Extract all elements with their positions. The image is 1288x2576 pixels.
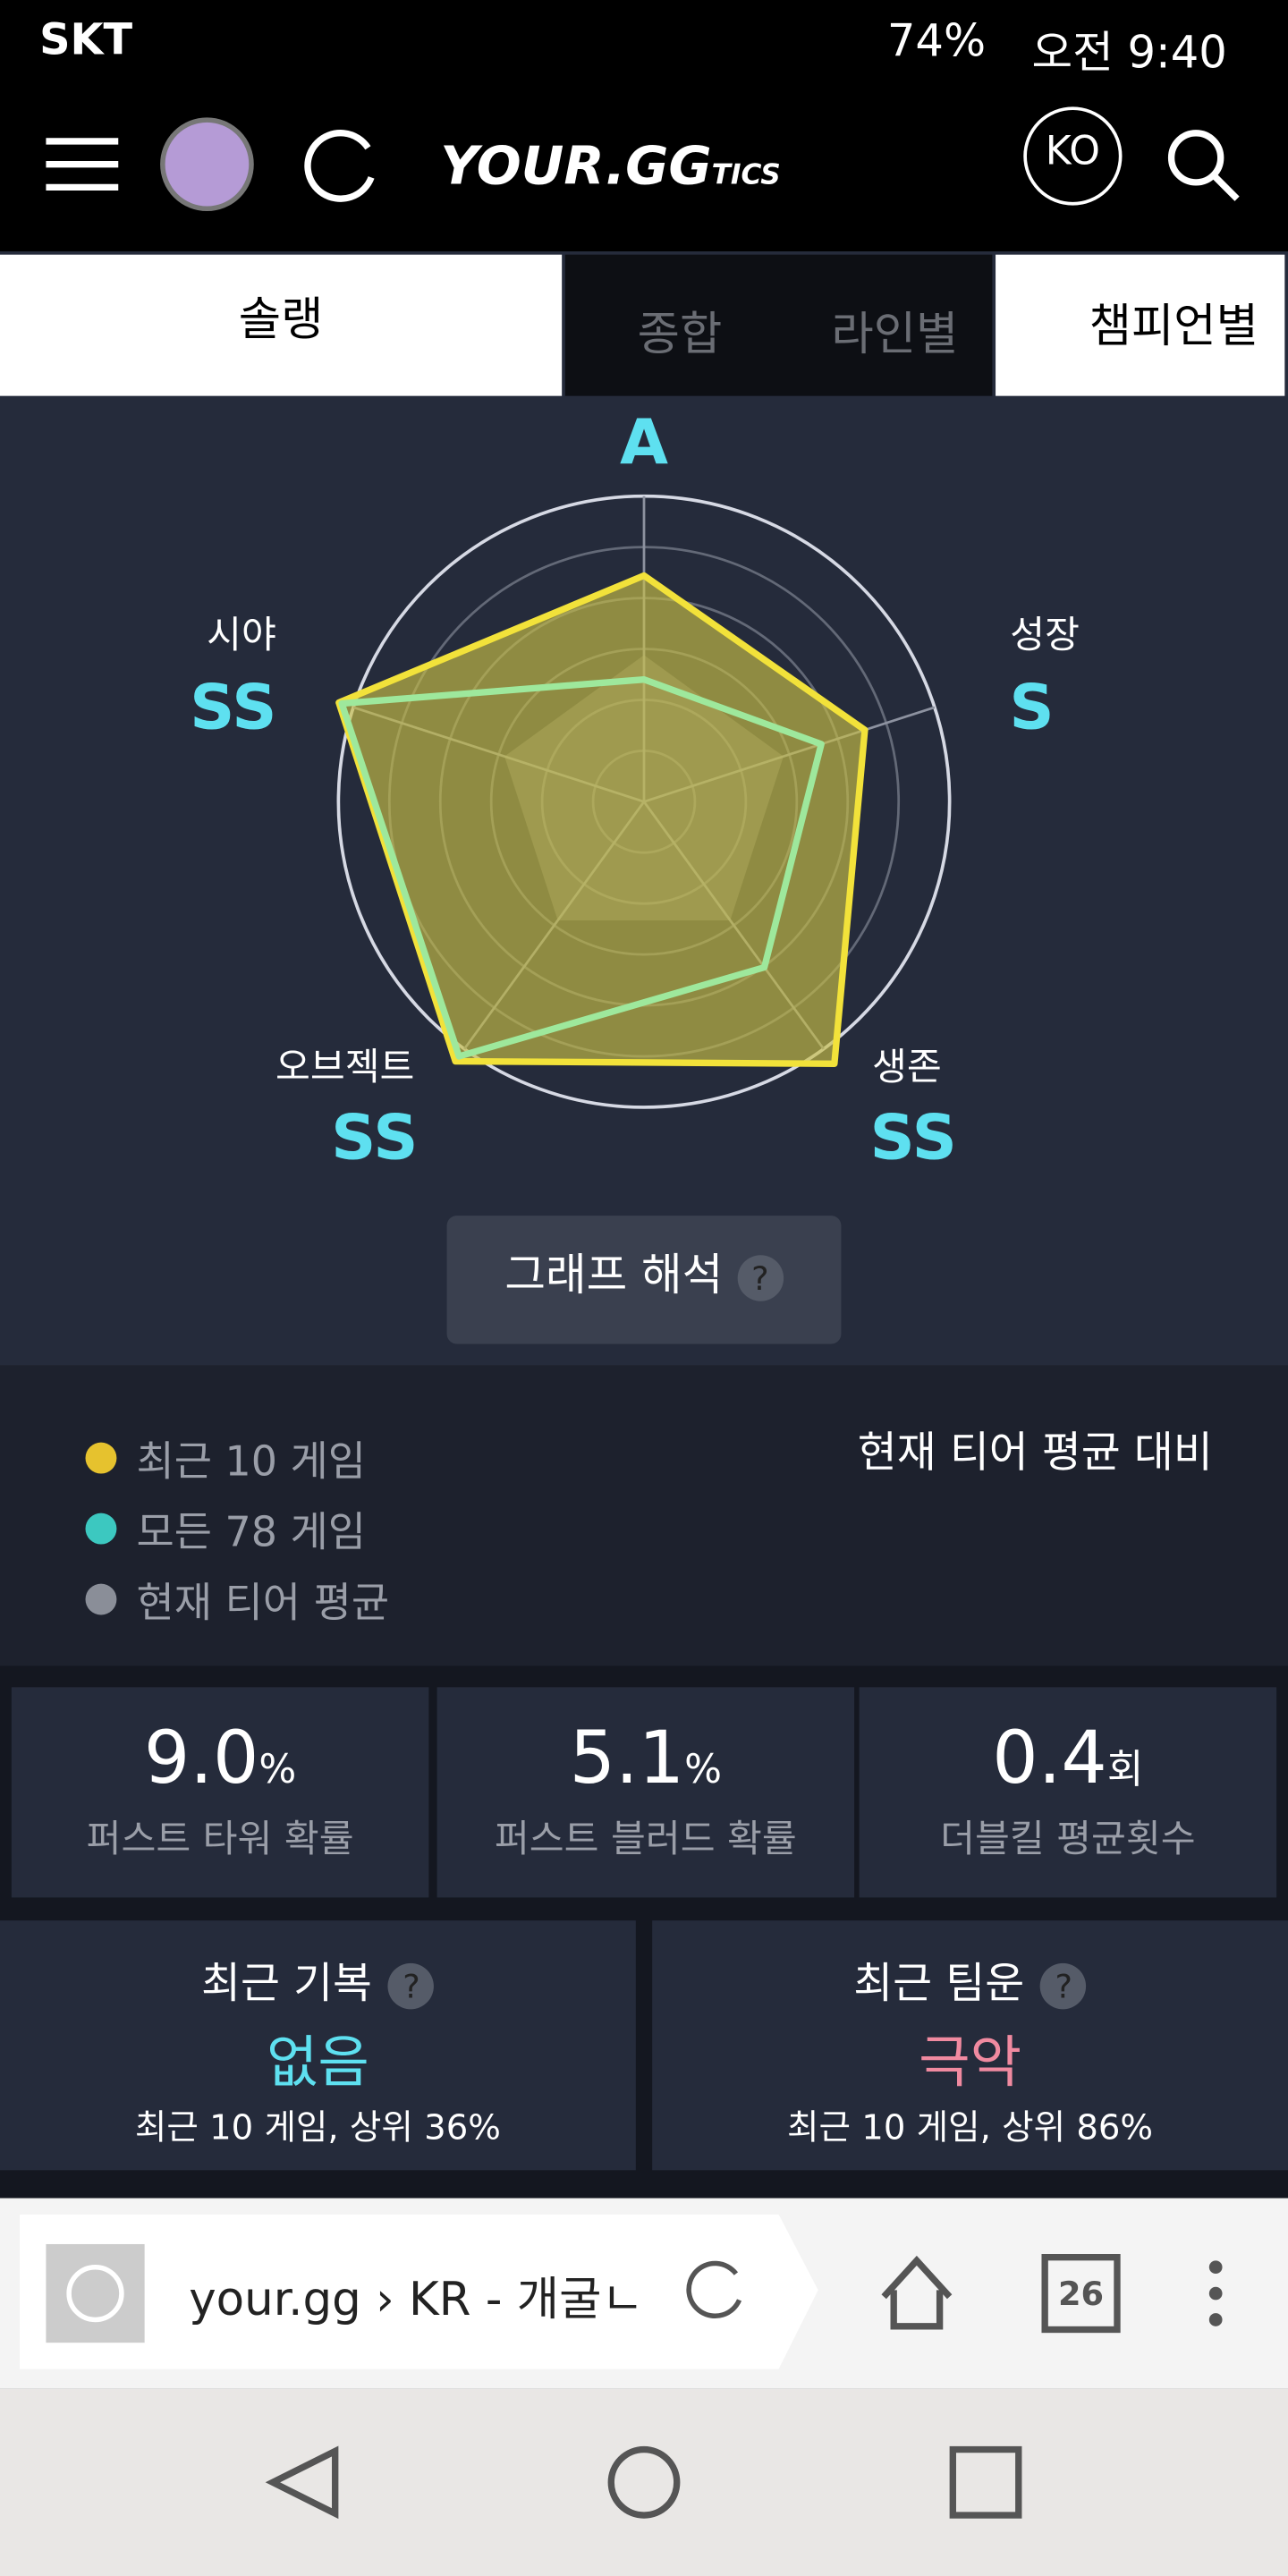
logo: YOUR.GGTICS bbox=[440, 135, 781, 198]
nav-icons bbox=[265, 2445, 1022, 2520]
legend-swatch bbox=[85, 1513, 117, 1545]
tab-group bbox=[564, 254, 993, 396]
stat-number: 5.1 bbox=[569, 1716, 685, 1801]
browser-shapes bbox=[20, 2214, 1223, 2369]
radar-series bbox=[335, 572, 869, 1067]
stat-card: 9.0% 퍼스트 타워 확률 bbox=[11, 1687, 429, 1898]
stat-label: 퍼스트 타워 확률 bbox=[86, 1818, 354, 1862]
axis-grade: SS bbox=[190, 671, 276, 743]
stat-value: 0.4회 bbox=[860, 1716, 1277, 1801]
axis-grade: SS bbox=[870, 1102, 957, 1174]
radar-chart: 전투A성장S생존SS오브젝트SS시야SS bbox=[190, 407, 1080, 1174]
stat-number: 9.0 bbox=[143, 1716, 259, 1801]
stat-label: 더블킬 평균횟수 bbox=[940, 1818, 1196, 1862]
stat-value: 9.0% bbox=[12, 1716, 429, 1801]
record-detail: 최근 10 게임, 상위 36% bbox=[134, 2107, 501, 2148]
record-value: 극악 bbox=[919, 2030, 1022, 2097]
stat-value: 5.1% bbox=[437, 1716, 855, 1801]
stat-unit: % bbox=[258, 1746, 297, 1792]
stat-label: 퍼스트 블러드 확률 bbox=[494, 1818, 797, 1862]
tab[interactable]: 라인별 bbox=[831, 307, 959, 362]
lang-button[interactable]: KO bbox=[1045, 128, 1100, 174]
header-icons bbox=[46, 106, 1240, 212]
battery: 74% bbox=[886, 16, 987, 68]
legend-label: 최근 10 게임 bbox=[136, 1436, 367, 1485]
url[interactable]: your.gg › KR - 개굴ㄴ bbox=[189, 2272, 644, 2326]
axis-name: 시야 bbox=[207, 613, 276, 657]
nav-bar bbox=[0, 2388, 1288, 2576]
graph-button-label: 그래프 해석 bbox=[504, 1250, 724, 1301]
axis-grade: S bbox=[1009, 671, 1054, 743]
logo-suffix: TICS bbox=[711, 159, 781, 192]
tab[interactable]: 챔피언별 bbox=[996, 254, 1285, 396]
record-title-row: 최근 기복? bbox=[0, 1950, 636, 2011]
outer-ring bbox=[336, 494, 952, 1109]
stat-card: 5.1% 퍼스트 블러드 확률 bbox=[436, 1687, 855, 1898]
tab-count[interactable]: 26 bbox=[1058, 2274, 1105, 2314]
legend-item: 현재 티어 평균 bbox=[85, 1564, 390, 1635]
stat-number: 0.4 bbox=[992, 1716, 1107, 1801]
stat-unit: 회 bbox=[1106, 1746, 1144, 1792]
tab[interactable]: 종합 bbox=[637, 307, 723, 362]
axis-grade: A bbox=[620, 407, 668, 479]
help-icon[interactable]: ? bbox=[1040, 1962, 1087, 2010]
record-value: 없음 bbox=[266, 2030, 369, 2097]
help-icon[interactable]: ? bbox=[737, 1255, 784, 1301]
graph-button[interactable]: 그래프 해석 ? bbox=[446, 1216, 842, 1344]
help-icon[interactable]: ? bbox=[388, 1962, 435, 2010]
legend-label: 모든 78 게임 bbox=[136, 1507, 367, 1555]
axis-name: 생존 bbox=[872, 1045, 942, 1089]
legend-swatch bbox=[85, 1583, 117, 1615]
record-detail: 최근 10 게임, 상위 86% bbox=[787, 2107, 1154, 2148]
legend-swatch bbox=[85, 1442, 117, 1474]
legend-panel bbox=[0, 1365, 1288, 1666]
tab[interactable]: 솔랭 bbox=[0, 254, 563, 396]
radar-series bbox=[338, 676, 825, 1060]
stat-unit: % bbox=[684, 1746, 723, 1792]
record-title-row: 최근 팀운? bbox=[652, 1950, 1288, 2011]
record-title: 최근 팀운 bbox=[853, 1960, 1025, 2010]
legend-item: 최근 10 게임 bbox=[85, 1423, 390, 1494]
logo-text: YOUR.GG bbox=[440, 134, 712, 198]
carrier: SKT bbox=[39, 16, 133, 66]
legend-label: 현재 티어 평균 bbox=[136, 1578, 390, 1626]
axis-grade: SS bbox=[331, 1102, 418, 1174]
axis-name: 오브젝트 bbox=[275, 1045, 414, 1089]
comparison-label: 현재 티어 평균 대비 bbox=[857, 1428, 1213, 1479]
time: 오전 9:40 bbox=[1031, 28, 1227, 80]
axis-name: 성장 bbox=[1010, 613, 1080, 657]
record-title: 최근 기복 bbox=[201, 1960, 372, 2010]
legend-item: 모든 78 게임 bbox=[85, 1494, 390, 1564]
